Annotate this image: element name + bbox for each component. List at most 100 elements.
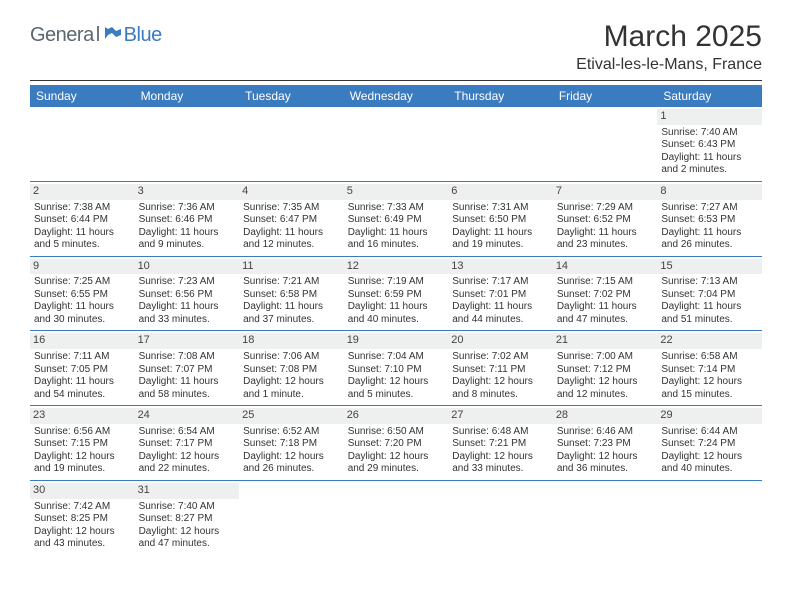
calendar-cell: 11Sunrise: 7:21 AMSunset: 6:58 PMDayligh… <box>239 256 344 331</box>
calendar-cell: 19Sunrise: 7:04 AMSunset: 7:10 PMDayligh… <box>344 331 449 406</box>
sunrise-line: Sunrise: 7:33 AM <box>348 202 445 215</box>
header: General Blue March 2025 Etival-les-le-Ma… <box>30 20 762 74</box>
daylight-line: Daylight: 11 hours and 5 minutes. <box>34 227 131 252</box>
day-number: 6 <box>448 184 553 200</box>
sunset-line: Sunset: 7:18 PM <box>243 438 340 451</box>
sunrise-line: Sunrise: 6:52 AM <box>243 426 340 439</box>
day-number: 23 <box>30 408 135 424</box>
calendar-cell: 31Sunrise: 7:40 AMSunset: 8:27 PMDayligh… <box>135 480 240 554</box>
calendar-cell: 30Sunrise: 7:42 AMSunset: 8:25 PMDayligh… <box>30 480 135 554</box>
sunrise-line: Sunrise: 7:23 AM <box>139 276 236 289</box>
calendar-cell: 21Sunrise: 7:00 AMSunset: 7:12 PMDayligh… <box>553 331 658 406</box>
weekday-header: Wednesday <box>344 85 449 107</box>
daylight-line: Daylight: 12 hours and 26 minutes. <box>243 451 340 476</box>
calendar-cell <box>657 480 762 554</box>
sunrise-line: Sunrise: 7:02 AM <box>452 351 549 364</box>
weekday-header: Sunday <box>30 85 135 107</box>
weekday-header: Saturday <box>657 85 762 107</box>
day-number: 18 <box>239 333 344 349</box>
calendar-cell <box>553 480 658 554</box>
sunrise-line: Sunrise: 7:04 AM <box>348 351 445 364</box>
day-number: 16 <box>30 333 135 349</box>
sunset-line: Sunset: 7:17 PM <box>139 438 236 451</box>
day-number: 19 <box>344 333 449 349</box>
calendar-cell <box>448 107 553 181</box>
sunrise-line: Sunrise: 7:35 AM <box>243 202 340 215</box>
sunset-line: Sunset: 7:20 PM <box>348 438 445 451</box>
day-number: 1 <box>657 109 762 125</box>
sunset-line: Sunset: 7:21 PM <box>452 438 549 451</box>
daylight-line: Daylight: 12 hours and 40 minutes. <box>661 451 758 476</box>
daylight-line: Daylight: 11 hours and 54 minutes. <box>34 376 131 401</box>
day-number: 11 <box>239 259 344 275</box>
calendar-cell: 27Sunrise: 6:48 AMSunset: 7:21 PMDayligh… <box>448 406 553 481</box>
sunrise-line: Sunrise: 7:11 AM <box>34 351 131 364</box>
calendar-cell: 5Sunrise: 7:33 AMSunset: 6:49 PMDaylight… <box>344 181 449 256</box>
daylight-line: Daylight: 12 hours and 33 minutes. <box>452 451 549 476</box>
sunset-line: Sunset: 8:27 PM <box>139 513 236 526</box>
sunset-line: Sunset: 6:46 PM <box>139 214 236 227</box>
weekday-header: Tuesday <box>239 85 344 107</box>
daylight-line: Daylight: 11 hours and 26 minutes. <box>661 227 758 252</box>
calendar-cell <box>30 107 135 181</box>
daylight-line: Daylight: 11 hours and 47 minutes. <box>557 301 654 326</box>
sunrise-line: Sunrise: 7:19 AM <box>348 276 445 289</box>
calendar-cell: 15Sunrise: 7:13 AMSunset: 7:04 PMDayligh… <box>657 256 762 331</box>
day-number: 27 <box>448 408 553 424</box>
daylight-line: Daylight: 12 hours and 12 minutes. <box>557 376 654 401</box>
calendar-cell: 25 Sunrise: 6:52 AMSunset: 7:18 PMDayligh… <box>239 406 344 481</box>
sunset-line: Sunset: 7:04 PM <box>661 289 758 302</box>
calendar-cell: 6Sunrise: 7:31 AMSunset: 6:50 PMDaylight… <box>448 181 553 256</box>
day-number: 13 <box>448 259 553 275</box>
daylight-line: Daylight: 12 hours and 36 minutes. <box>557 451 654 476</box>
day-number: 25 <box>239 408 344 424</box>
daylight-line: Daylight: 11 hours and 23 minutes. <box>557 227 654 252</box>
calendar-cell: 16Sunrise: 7:11 AMSunset: 7:05 PMDayligh… <box>30 331 135 406</box>
sunset-line: Sunset: 7:10 PM <box>348 364 445 377</box>
sunrise-line: Sunrise: 7:29 AM <box>557 202 654 215</box>
day-number: 5 <box>344 184 449 200</box>
daylight-line: Daylight: 11 hours and 40 minutes. <box>348 301 445 326</box>
daylight-line: Daylight: 12 hours and 47 minutes. <box>139 526 236 551</box>
sunset-line: Sunset: 7:15 PM <box>34 438 131 451</box>
daylight-line: Daylight: 12 hours and 15 minutes. <box>661 376 758 401</box>
calendar-header-row: SundayMondayTuesdayWednesdayThursdayFrid… <box>30 85 762 107</box>
sunset-line: Sunset: 6:59 PM <box>348 289 445 302</box>
calendar-cell <box>344 107 449 181</box>
sunset-line: Sunset: 6:53 PM <box>661 214 758 227</box>
calendar-cell: 24Sunrise: 6:54 AMSunset: 7:17 PMDayligh… <box>135 406 240 481</box>
header-divider <box>30 80 762 81</box>
location: Etival-les-le-Mans, France <box>576 56 762 74</box>
daylight-line: Daylight: 12 hours and 43 minutes. <box>34 526 131 551</box>
daylight-line: Daylight: 11 hours and 12 minutes. <box>243 227 340 252</box>
sunrise-line: Sunrise: 7:25 AM <box>34 276 131 289</box>
sunset-line: Sunset: 7:08 PM <box>243 364 340 377</box>
calendar-body: 1Sunrise: 7:40 AMSunset: 6:43 PMDaylight… <box>30 107 762 555</box>
flag-icon <box>104 26 122 40</box>
calendar-cell <box>239 107 344 181</box>
sunset-line: Sunset: 6:44 PM <box>34 214 131 227</box>
calendar-cell <box>448 480 553 554</box>
daylight-line: Daylight: 12 hours and 19 minutes. <box>34 451 131 476</box>
logo: General Blue <box>30 24 162 47</box>
logo-text-l: l <box>96 24 100 47</box>
sunrise-line: Sunrise: 7:42 AM <box>34 501 131 514</box>
daylight-line: Daylight: 11 hours and 16 minutes. <box>348 227 445 252</box>
calendar-cell: 17Sunrise: 7:08 AMSunset: 7:07 PMDayligh… <box>135 331 240 406</box>
calendar-cell: 23Sunrise: 6:56 AMSunset: 7:15 PMDayligh… <box>30 406 135 481</box>
sunrise-line: Sunrise: 6:46 AM <box>557 426 654 439</box>
day-number: 31 <box>135 483 240 499</box>
sunset-line: Sunset: 6:47 PM <box>243 214 340 227</box>
sunset-line: Sunset: 6:43 PM <box>661 139 758 152</box>
sunrise-line: Sunrise: 7:38 AM <box>34 202 131 215</box>
calendar-cell: 29Sunrise: 6:44 AMSunset: 7:24 PMDayligh… <box>657 406 762 481</box>
daylight-line: Daylight: 11 hours and 37 minutes. <box>243 301 340 326</box>
sunset-line: Sunset: 8:25 PM <box>34 513 131 526</box>
daylight-line: Daylight: 11 hours and 19 minutes. <box>452 227 549 252</box>
daylight-line: Daylight: 11 hours and 33 minutes. <box>139 301 236 326</box>
day-number: 7 <box>553 184 658 200</box>
calendar-cell: 10Sunrise: 7:23 AMSunset: 6:56 PMDayligh… <box>135 256 240 331</box>
sunset-line: Sunset: 7:12 PM <box>557 364 654 377</box>
sunset-line: Sunset: 7:24 PM <box>661 438 758 451</box>
logo-text-blue: Blue <box>124 24 162 47</box>
